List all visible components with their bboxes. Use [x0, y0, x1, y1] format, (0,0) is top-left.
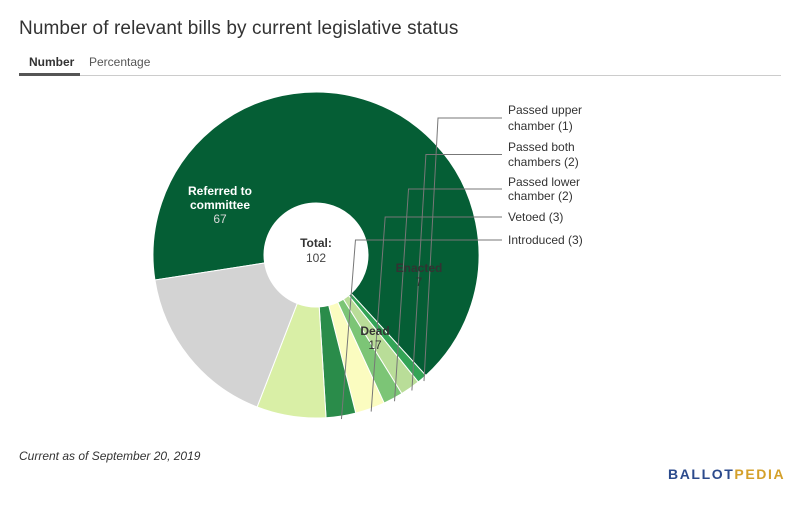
slice-label-referred-to-committee: Referred to: [188, 184, 252, 198]
leader-line-vetoed: [370, 216, 502, 412]
tab-number[interactable]: Number: [19, 55, 80, 76]
footnote-date: Current as of September 20, 2019: [19, 449, 201, 463]
leader-line-introduced: [340, 239, 502, 420]
leader-line-passed-both-chambers: [411, 154, 502, 391]
tabs-divider: [19, 75, 781, 76]
slice-dead[interactable]: [154, 262, 298, 408]
slice-value-dead: 17: [368, 338, 382, 352]
slice-label-introduced: Introduced (3): [508, 233, 583, 247]
slice-label-passed-upper-chamber: chamber (1): [508, 119, 573, 133]
slice-label-passed-both-chambers: Passed both: [508, 140, 575, 154]
slice-label-referred-to-committee: committee: [190, 198, 250, 212]
slice-label-passed-lower-chamber: Passed lower: [508, 175, 580, 189]
leader-line-passed-lower-chamber: [394, 188, 502, 402]
tab-percentage[interactable]: Percentage: [89, 55, 151, 69]
slice-label-vetoed: Vetoed (3): [508, 210, 563, 224]
slice-label-enacted: Enacted: [396, 261, 443, 275]
slice-value-enacted: 7: [416, 275, 423, 289]
center-total-label: Total:: [300, 236, 332, 250]
center-total-value: 102: [306, 251, 326, 265]
slice-label-dead: Dead: [360, 324, 389, 338]
view-tabs: Number Percentage: [19, 50, 781, 76]
ballotpedia-logo[interactable]: BALLOTPEDIA: [668, 466, 785, 482]
leader-line-passed-upper-chamber: [423, 117, 502, 382]
slice-referred-to-committee[interactable]: [152, 91, 480, 377]
logo-part2: PEDIA: [734, 466, 786, 482]
chart-title: Number of relevant bills by current legi…: [19, 18, 459, 39]
slice-label-passed-lower-chamber: chamber (2): [508, 189, 573, 203]
slice-label-passed-upper-chamber: Passed upper: [508, 103, 582, 117]
slice-label-passed-both-chambers: chambers (2): [508, 155, 579, 169]
logo-part1: BALLOT: [668, 466, 735, 482]
slice-value-referred-to-committee: 67: [213, 212, 227, 226]
